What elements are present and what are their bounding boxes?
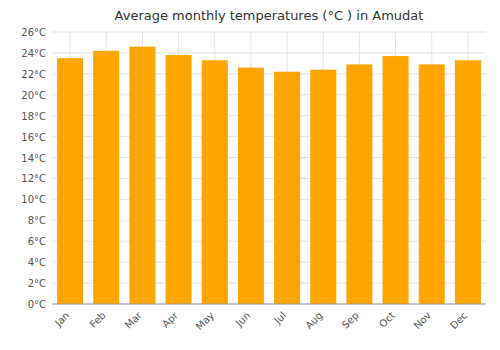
y-tick-label: 26°C <box>21 27 46 38</box>
grid <box>52 32 486 304</box>
bar <box>455 60 481 304</box>
y-tick-label: 8°C <box>28 215 46 226</box>
bar <box>129 47 155 304</box>
y-tick-label: 22°C <box>21 69 46 80</box>
bar <box>93 51 119 304</box>
x-tick-label: Aug <box>303 310 325 332</box>
x-tick-label: Mar <box>123 309 145 331</box>
bar <box>166 55 192 304</box>
y-tick-label: 18°C <box>21 111 46 122</box>
y-tick-label: 24°C <box>21 48 46 59</box>
x-tick-label: Oct <box>377 310 397 330</box>
y-grid-line <box>52 32 486 33</box>
x-tick-label: May <box>194 310 216 332</box>
bar <box>274 72 300 304</box>
bar <box>57 58 83 304</box>
x-tick-label: Apr <box>160 309 181 330</box>
bar <box>419 64 445 304</box>
x-tick-label: Sep <box>340 310 361 331</box>
y-tick-label: 10°C <box>21 194 46 205</box>
y-tick-label: 12°C <box>21 173 46 184</box>
title: Average monthly temperatures (°C ) in Am… <box>115 8 424 23</box>
x-tick-label: Feb <box>87 310 107 330</box>
y-tick-label: 2°C <box>28 278 46 289</box>
x-tick-label: Jan <box>52 310 71 329</box>
x-axis-line <box>52 304 486 305</box>
y-tick-label: 4°C <box>28 257 46 268</box>
y-tick-label: 16°C <box>21 132 46 143</box>
y-tick-label: 20°C <box>21 90 46 101</box>
y-tick-label: 6°C <box>28 236 46 247</box>
bar <box>383 56 409 304</box>
y-tick-label: 0°C <box>28 299 46 310</box>
x-tick-label: Jul <box>271 310 288 327</box>
x-tick-label: Nov <box>412 310 434 332</box>
y-tick-label: 14°C <box>21 153 46 164</box>
y-grid-line <box>52 304 486 305</box>
bar <box>238 68 264 304</box>
chart: Average monthly temperatures (°C ) in Am… <box>0 0 500 350</box>
bars <box>57 47 481 304</box>
x-tick-label: Jun <box>233 310 253 330</box>
bar <box>310 70 336 304</box>
x-tick-label: Dec <box>448 310 469 331</box>
bar <box>346 64 372 304</box>
bar <box>202 60 228 304</box>
